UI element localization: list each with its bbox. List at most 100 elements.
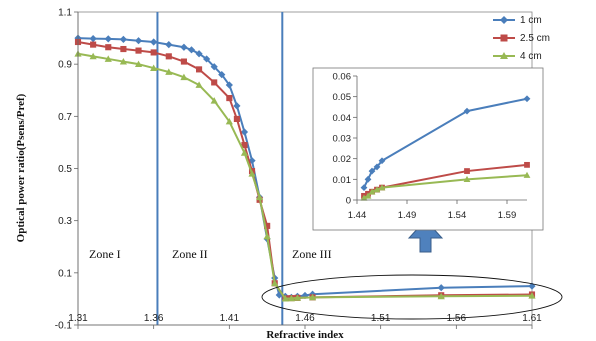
data-point-2-5-cm — [180, 58, 187, 65]
data-point-2-5-cm — [211, 79, 218, 86]
legend-label-4cm: 4 cm — [520, 51, 542, 62]
data-point-2-5-cm — [120, 45, 127, 53]
y-tick-label: 1.1 — [58, 8, 72, 19]
data-point-1-cm — [218, 71, 226, 79]
inset-y-tick-label: 0.04 — [333, 113, 352, 124]
data-point-1-cm — [203, 55, 211, 63]
data-point-1-cm — [437, 284, 445, 292]
x-axis-title: Refractive index — [266, 329, 344, 341]
data-point-4-cm — [263, 232, 271, 240]
inset-data-point-1-cm — [368, 167, 376, 175]
x-tick-label: 1.41 — [220, 313, 240, 324]
data-point-2-5-cm — [90, 41, 97, 48]
data-point-2-5-cm — [150, 49, 157, 56]
inset-x-tick-label: 1.49 — [398, 210, 417, 221]
inset-y-tick-label: 0.03 — [333, 134, 352, 145]
inset-data-point-1-cm — [463, 107, 471, 115]
inset-y-tick-label: 0.01 — [333, 175, 352, 186]
data-point-1-cm — [275, 291, 283, 299]
y-tick-label: 0.1 — [58, 268, 72, 279]
data-point-1-cm — [187, 46, 196, 54]
data-point-4-cm — [287, 294, 295, 302]
inset-data-point-2-5-cm — [524, 161, 530, 168]
inset-x-tick-label: 1.59 — [498, 210, 517, 221]
inset-y-tick-label: 0.05 — [333, 92, 352, 103]
data-point-1-cm — [180, 43, 188, 51]
inset-data-point-1-cm — [378, 157, 386, 165]
data-point-1-cm — [225, 81, 233, 89]
data-point-4-cm — [180, 73, 188, 81]
inset-data-point-4-cm — [523, 171, 531, 178]
y-tick-label: 0.5 — [58, 164, 72, 175]
data-point-1-cm — [134, 37, 143, 45]
data-point-4-cm — [134, 60, 143, 68]
x-tick-label: 1.46 — [295, 313, 315, 324]
data-point-4-cm — [293, 294, 302, 301]
data-point-4-cm — [195, 81, 203, 88]
inset-data-point-4-cm — [378, 184, 386, 191]
zone-label-3: Zone III — [292, 247, 332, 261]
legend-label-2-5cm: 2.5 cm — [520, 33, 550, 44]
data-point-4-cm — [248, 170, 256, 177]
y-tick-label: 0.7 — [58, 112, 72, 123]
data-point-2-5-cm — [105, 44, 112, 51]
data-point-4-cm — [437, 292, 445, 300]
data-point-4-cm — [89, 52, 97, 60]
inset-x-tick-label: 1.44 — [348, 210, 367, 221]
data-point-4-cm — [528, 292, 536, 299]
data-point-2-5-cm — [233, 115, 240, 123]
data-point-1-cm — [104, 35, 112, 43]
data-point-4-cm — [150, 64, 158, 71]
data-point-1-cm — [210, 63, 218, 71]
data-point-1-cm — [233, 102, 241, 110]
data-point-1-cm — [165, 41, 173, 49]
data-point-1-cm — [195, 50, 203, 58]
legend-marker-2-5cm — [500, 34, 508, 42]
inset-y-tick-label: 0.02 — [333, 154, 352, 165]
series-line-4-cm — [77, 52, 533, 300]
legend-label-1cm: 1 cm — [520, 15, 542, 26]
data-point-4-cm — [240, 149, 249, 156]
legend: 1 cm 2.5 cm 4 cm — [493, 15, 550, 62]
legend-marker-4cm — [500, 52, 508, 59]
legend-marker-1cm — [500, 16, 508, 24]
data-point-2-5-cm — [226, 95, 233, 102]
data-point-4-cm — [210, 97, 218, 104]
inset-data-point-4-cm — [373, 186, 381, 193]
inset-y-tick-label: 0.06 — [333, 72, 352, 83]
data-point-1-cm — [150, 38, 158, 46]
y-tick-label: 0.9 — [58, 60, 72, 71]
data-point-4-cm — [225, 117, 233, 125]
zone-label-2: Zone II — [172, 247, 208, 261]
data-point-1-cm — [528, 282, 536, 290]
data-point-4-cm — [119, 57, 127, 65]
y-axis-title: Optical power ratio(Psens/Pref) — [15, 93, 27, 242]
x-tick-label: 1.61 — [522, 313, 542, 324]
data-point-1-cm — [240, 128, 249, 136]
data-point-2-5-cm — [196, 66, 203, 73]
data-point-2-5-cm — [165, 53, 172, 60]
zone-label-1: Zone I — [89, 247, 121, 261]
inset-data-point-4-cm — [463, 175, 471, 183]
inset-data-point-4-cm — [364, 192, 372, 199]
inset-x-tick-label: 1.54 — [448, 210, 467, 221]
inset-data-point-2-5-cm — [464, 168, 470, 174]
data-point-1-cm — [89, 35, 97, 43]
inset-y-tick-label: 0 — [346, 196, 351, 207]
inset-data-point-1-cm — [364, 175, 372, 183]
inset-frame — [312, 67, 544, 231]
inset-data-point-1-cm — [523, 95, 531, 103]
inset-data-point-4-cm — [368, 188, 376, 195]
inset-data-point-1-cm — [360, 184, 368, 191]
inset-data-point-4-cm — [360, 194, 368, 201]
inset-data-point-1-cm — [373, 163, 381, 171]
data-point-2-5-cm — [241, 141, 248, 149]
data-point-4-cm — [256, 193, 264, 201]
data-point-2-5-cm — [135, 47, 142, 54]
y-tick-label: -0.1 — [55, 321, 73, 332]
y-tick-label: 0.3 — [58, 216, 72, 227]
x-tick-label: 1.36 — [144, 313, 164, 324]
x-tick-label: 1.31 — [68, 313, 88, 324]
data-point-4-cm — [308, 293, 317, 301]
